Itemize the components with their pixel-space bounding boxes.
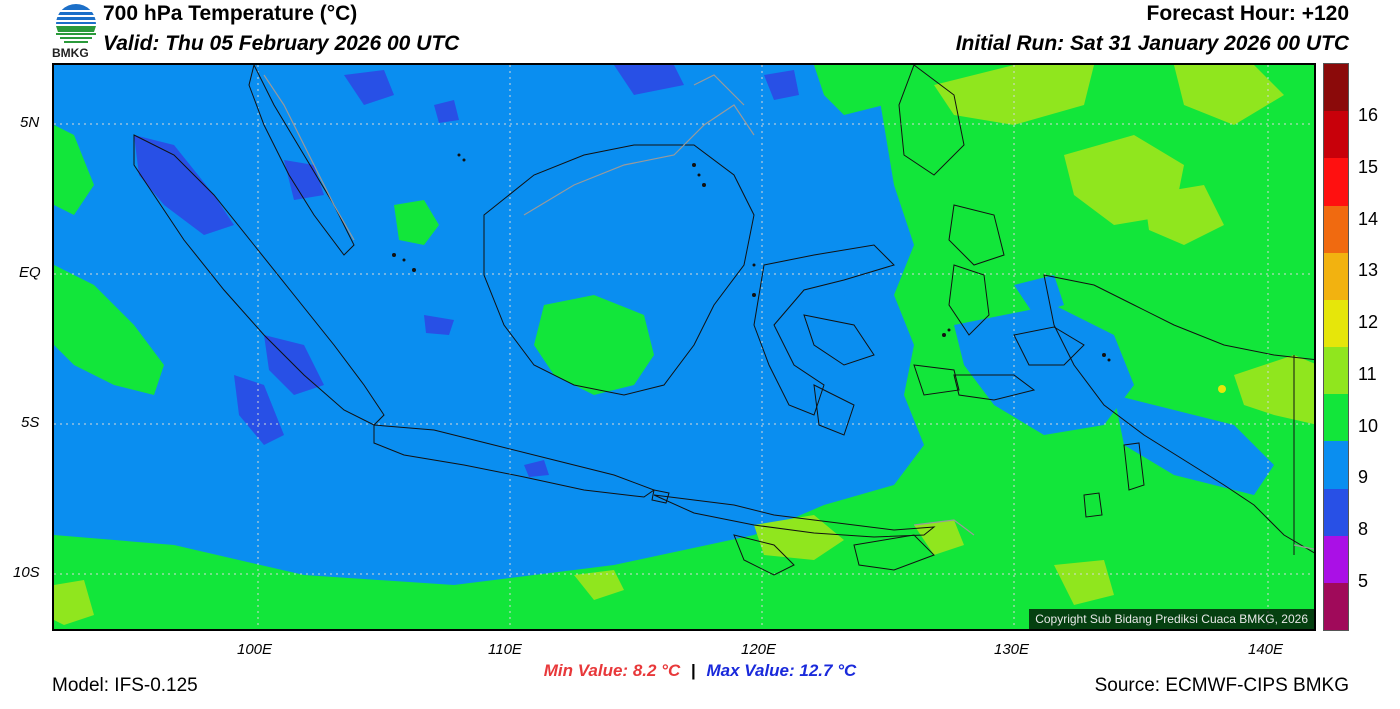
colorbar-swatch: [1324, 347, 1348, 395]
colorbar-swatch: [1324, 64, 1348, 112]
lat-label-10s: 10S: [13, 564, 40, 581]
colorbar-label-5: 5: [1358, 571, 1369, 591]
colorbar: [1323, 63, 1349, 631]
colorbar-swatch: [1324, 488, 1348, 536]
colorbar-swatch: [1324, 535, 1348, 583]
min-max-values: Min Value: 8.2 °C | Max Value: 12.7 °C: [0, 661, 1400, 681]
min-max-separator: |: [690, 661, 696, 680]
lon-label-130e: 130E: [994, 641, 1030, 658]
lon-label-100e: 100E: [237, 641, 273, 658]
colorbar-swatch: [1324, 299, 1348, 348]
lon-label-110e: 110E: [488, 641, 522, 658]
lat-label-5s: 5S: [21, 414, 40, 431]
map-title: 700 hPa Temperature (°C): [103, 2, 358, 25]
lat-label-5n: 5N: [20, 114, 40, 131]
colorbar-label-15: 15: [1358, 157, 1379, 177]
colorbar-swatch: [1324, 252, 1348, 300]
colorbar-label-10: 10: [1358, 416, 1379, 436]
logo-text: BMKG: [52, 46, 89, 60]
lon-label-140e: 140E: [1248, 641, 1284, 658]
colorbar-label-9: 9: [1358, 467, 1369, 487]
initial-run: Initial Run: Sat 31 January 2026 00 UTC: [955, 32, 1349, 55]
colorbar-swatch: [1324, 441, 1348, 489]
min-value: Min Value: 8.2 °C: [543, 661, 681, 680]
lon-label-120e: 120E: [741, 641, 777, 658]
colorbar-label-12: 12: [1358, 312, 1379, 332]
copyright-label: Copyright Sub Bidang Prediksi Cuaca BMKG…: [1029, 609, 1314, 629]
max-value: Max Value: 12.7 °C: [706, 661, 857, 680]
temperature-field: [54, 65, 1314, 629]
colorbar-swatch: [1324, 582, 1348, 631]
model-label: Model: IFS-0.125: [52, 675, 198, 696]
bmkg-logo: BMKG: [52, 2, 100, 60]
bmkg-logo-icon: [56, 4, 96, 43]
colorbar-label-11: 11: [1358, 364, 1377, 384]
lat-label-eq: EQ: [19, 264, 41, 281]
colorbar-swatch: [1324, 111, 1348, 159]
colorbar-label-16: 16: [1358, 105, 1379, 125]
colorbar-swatch: [1324, 394, 1348, 442]
source-label: Source: ECMWF-CIPS BMKG: [1094, 675, 1349, 696]
valid-time: Valid: Thu 05 February 2026 00 UTC: [103, 32, 460, 55]
colorbar-swatch: [1324, 205, 1348, 253]
colorbar-label-14: 14: [1358, 209, 1379, 229]
colorbar-label-13: 13: [1358, 260, 1379, 280]
colorbar-swatch: [1324, 158, 1348, 206]
forecast-hour: Forecast Hour: +120: [1146, 2, 1350, 25]
colorbar-label-8: 8: [1358, 519, 1369, 539]
temperature-map: Copyright Sub Bidang Prediksi Cuaca BMKG…: [52, 63, 1316, 631]
